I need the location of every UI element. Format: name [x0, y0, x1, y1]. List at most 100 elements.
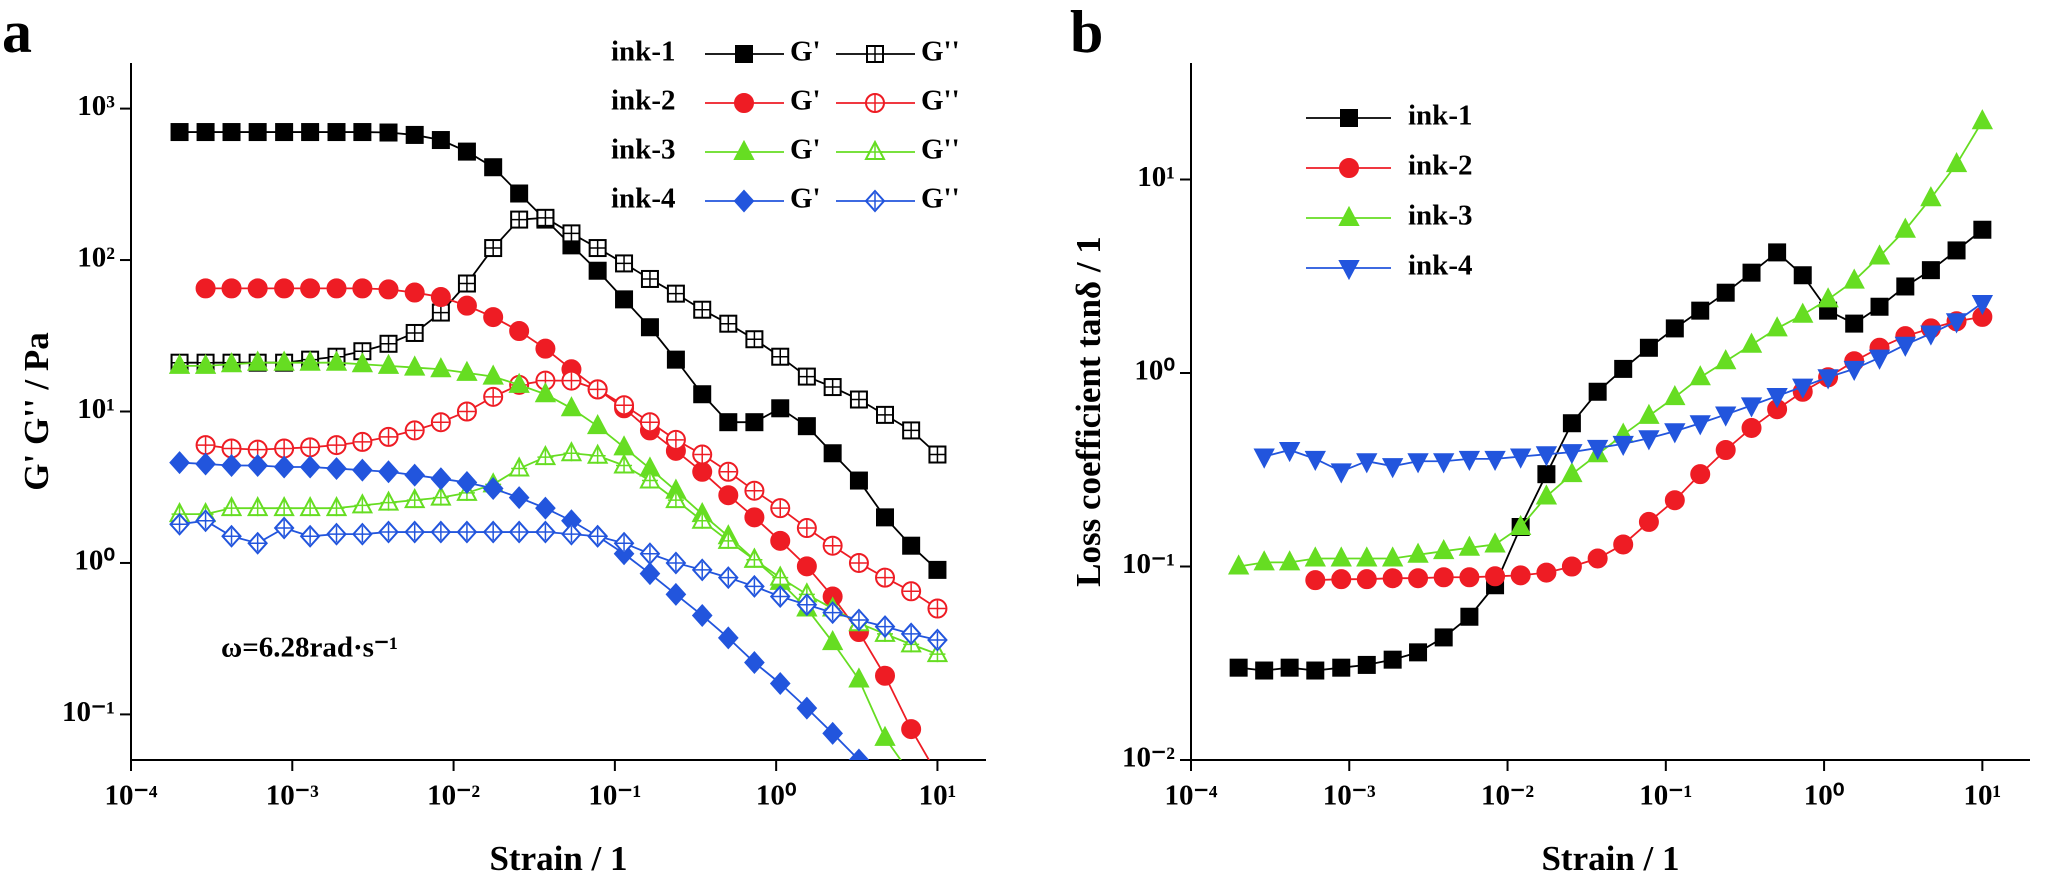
data-point	[195, 435, 216, 456]
legend-marker	[866, 45, 884, 63]
data-point	[719, 413, 738, 432]
marker-shape	[1638, 430, 1660, 451]
marker-shape	[378, 279, 399, 300]
marker-shape	[1408, 568, 1429, 589]
marker-shape	[640, 318, 659, 337]
data-point	[247, 496, 269, 517]
data-point	[1664, 423, 1686, 444]
data-point	[352, 522, 373, 546]
marker-shape	[744, 651, 765, 675]
data-point	[1945, 313, 1968, 334]
marker-shape	[1947, 241, 1966, 260]
marker-shape	[1945, 152, 1968, 173]
data-point	[876, 405, 895, 424]
data-point	[1434, 628, 1453, 647]
marker-shape	[1766, 316, 1788, 337]
marker-shape	[508, 486, 530, 510]
data-point	[771, 347, 790, 366]
data-point	[927, 628, 948, 652]
marker-shape	[1332, 658, 1351, 677]
marker-shape	[1536, 562, 1557, 583]
marker-shape	[735, 45, 753, 63]
data-point	[743, 547, 766, 568]
data-point	[275, 123, 294, 142]
data-point	[405, 323, 424, 342]
data-point	[1253, 550, 1275, 571]
data-point	[1894, 336, 1916, 357]
data-point	[482, 520, 504, 544]
marker-shape	[482, 364, 504, 385]
data-point	[796, 593, 818, 617]
data-point	[508, 456, 530, 477]
data-point	[431, 131, 450, 150]
legend-label: ink-1	[1408, 100, 1472, 132]
marker-shape	[560, 396, 583, 417]
data-point	[744, 574, 765, 598]
data-point	[273, 516, 295, 540]
data-point	[482, 364, 504, 385]
marker-shape	[1383, 650, 1402, 669]
data-point	[535, 520, 556, 544]
data-point	[379, 123, 398, 142]
data-point	[560, 441, 583, 462]
legend-marker	[1340, 109, 1358, 127]
data-point	[692, 461, 713, 482]
data-point	[1509, 448, 1532, 469]
marker-shape	[1845, 314, 1864, 333]
marker-shape	[901, 719, 922, 740]
marker-shape	[1715, 349, 1737, 370]
data-point	[327, 123, 346, 142]
data-point	[1792, 378, 1814, 399]
data-point	[378, 520, 399, 544]
marker-shape	[1356, 453, 1378, 474]
data-point	[195, 278, 216, 299]
legend-label: G'	[790, 85, 821, 117]
marker-shape	[482, 477, 504, 501]
data-point	[876, 508, 895, 527]
marker-shape	[194, 353, 217, 374]
data-point	[430, 485, 452, 506]
data-point	[430, 467, 452, 491]
data-point	[928, 817, 946, 837]
data-point	[404, 420, 425, 441]
marker-shape	[404, 282, 425, 303]
data-point	[901, 719, 922, 740]
data-point	[1870, 297, 1889, 316]
data-point	[796, 696, 818, 720]
marker-shape	[1278, 442, 1301, 463]
data-point	[560, 396, 583, 417]
marker-shape	[327, 123, 346, 142]
data-point	[456, 520, 478, 544]
data-point	[1561, 444, 1583, 465]
data-point	[902, 536, 921, 555]
marker-shape	[719, 413, 738, 432]
data-point	[510, 184, 529, 203]
data-point	[1665, 319, 1684, 338]
marker-shape	[1433, 567, 1454, 588]
marker-shape	[691, 603, 713, 627]
data-point	[1229, 658, 1248, 677]
x-tick-label: 10⁻³	[1323, 780, 1376, 812]
x-tick-label: 10⁻¹	[1639, 780, 1692, 812]
data-point	[1357, 655, 1376, 674]
data-point	[484, 158, 503, 177]
data-point	[378, 460, 399, 484]
data-point	[1947, 241, 1966, 260]
x-tick-label: 10¹	[1964, 780, 2002, 812]
marker-shape	[1253, 448, 1275, 469]
data-point	[1766, 388, 1788, 409]
data-point	[1973, 220, 1992, 239]
data-point	[1587, 548, 1608, 569]
marker-shape	[534, 382, 557, 403]
marker-shape	[1253, 550, 1275, 571]
data-point	[693, 300, 712, 319]
data-point	[299, 496, 321, 517]
data-point	[325, 350, 348, 371]
data-point	[1330, 463, 1352, 484]
data-point	[195, 452, 216, 476]
data-point	[1382, 458, 1404, 479]
x-tick-label: 10⁻⁴	[1164, 780, 1217, 812]
data-point	[1868, 244, 1891, 265]
marker-shape	[352, 278, 373, 299]
